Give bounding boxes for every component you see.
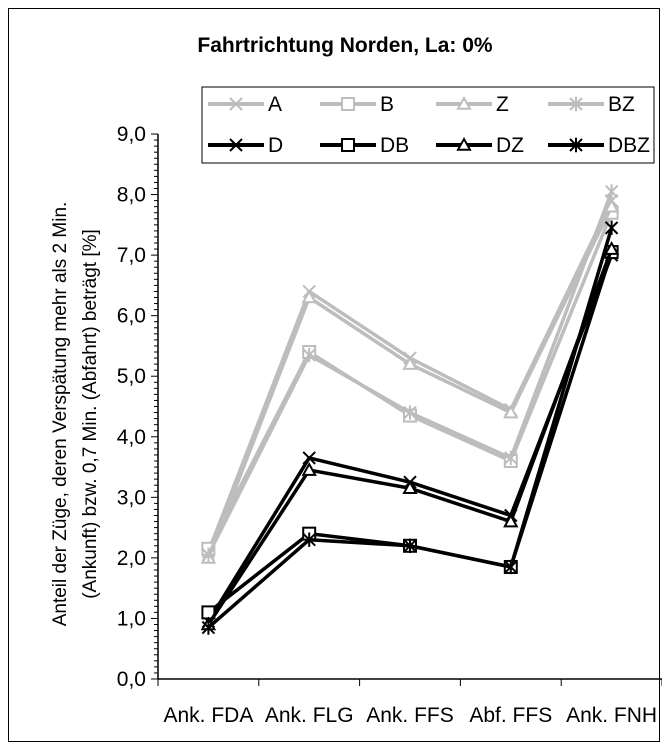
y-tick-label: 4,0 [117, 426, 146, 449]
data-point-dbz [403, 538, 417, 553]
series-lines [200, 184, 620, 635]
data-point-dbz [302, 532, 316, 547]
legend-marker [456, 136, 472, 151]
legend-label: DZ [496, 134, 524, 157]
data-point-d [302, 451, 316, 465]
x-tick-label: Ank. FDA [163, 704, 253, 727]
legend-marker [229, 138, 243, 152]
legend-marker [341, 138, 355, 152]
legend-box [201, 86, 655, 164]
data-point-dbz [604, 220, 619, 236]
legend-marker [569, 96, 583, 112]
y-tick-label: 0,0 [117, 668, 146, 691]
y-tick-labels: 0,0 1,0 2,0 3,0 4,0 5,0 6,0 7,0 8,0 9,0 [117, 123, 146, 691]
data-point-bz [403, 405, 417, 420]
series-dbz [201, 220, 619, 635]
legend-item-b: B [320, 93, 394, 116]
legend-label: A [268, 93, 282, 116]
legend-label: Z [496, 93, 509, 116]
series-line-z [206, 205, 614, 559]
data-point-bz [504, 450, 518, 466]
data-point-bz [604, 184, 619, 199]
data-point-dz [603, 240, 620, 255]
legend-item-z: Z [436, 93, 509, 116]
x-tick-label: Ank. FFS [366, 704, 454, 727]
series-db [201, 245, 619, 620]
legend-item-dz: DZ [436, 134, 524, 157]
y-tick-label: 3,0 [117, 486, 146, 509]
legend-marker [456, 95, 472, 110]
legend-marker [341, 97, 355, 111]
legend-item-dbz: DBZ [548, 134, 650, 157]
y-tick-label: 9,0 [117, 123, 146, 146]
legend-marker [229, 97, 243, 111]
x-tick-label: Abf. FFS [469, 704, 552, 727]
data-point-z [503, 404, 519, 419]
chart-title: Fahrtrichtung Norden, La: 0% [197, 34, 493, 57]
legend-label: B [380, 93, 394, 116]
series-line-a [206, 199, 614, 553]
legend: A B Z BZD DB DZ DBZ [201, 86, 655, 164]
legend-item-d: D [208, 134, 283, 157]
y-tick-label: 7,0 [117, 244, 146, 267]
data-point-z [402, 356, 418, 370]
y-tick-label: 1,0 [117, 607, 146, 630]
data-point-z [301, 289, 317, 304]
data-point-dz [503, 513, 519, 528]
y-tick-label: 2,0 [117, 547, 146, 570]
series-bz [201, 184, 619, 563]
data-point-dz [301, 462, 317, 476]
legend-marker [569, 137, 583, 153]
y-axis-label-line2: (Ankunft) bzw. 0,7 Min. (Abfahrt) beträg… [80, 229, 101, 599]
series-b [201, 205, 619, 556]
y-tick-label: 5,0 [117, 365, 146, 388]
legend-label: D [268, 134, 283, 157]
legend-item-a: A [208, 93, 282, 116]
x-tick-label: Ank. FLG [265, 704, 354, 727]
data-point-bz [302, 347, 316, 363]
series-a [201, 193, 619, 559]
legend-label: DB [380, 134, 409, 157]
data-point-dbz [201, 620, 216, 635]
axes [151, 133, 662, 686]
x-tick-label: Ank. FNH [566, 704, 657, 727]
y-tick-label: 8,0 [117, 184, 146, 207]
legend-item-db: DB [320, 134, 409, 157]
y-axis-label-line1: Anteil der Züge, deren Verspätung mehr a… [50, 202, 71, 627]
legend-label: BZ [608, 93, 635, 116]
x-tick-labels: Ank. FDA Ank. FLG Ank. FFS Abf. FFS Ank. FNH [163, 704, 657, 727]
data-point-dz [402, 480, 418, 495]
data-point-z [603, 198, 620, 213]
series-line-b [206, 212, 614, 550]
legend-label: DBZ [608, 134, 650, 157]
series-z [200, 198, 620, 564]
legend-item-bz: BZ [548, 93, 635, 116]
series-line-bz [206, 190, 614, 556]
data-point-dbz [504, 559, 518, 575]
y-tick-label: 6,0 [117, 305, 146, 328]
data-point-bz [201, 547, 216, 563]
